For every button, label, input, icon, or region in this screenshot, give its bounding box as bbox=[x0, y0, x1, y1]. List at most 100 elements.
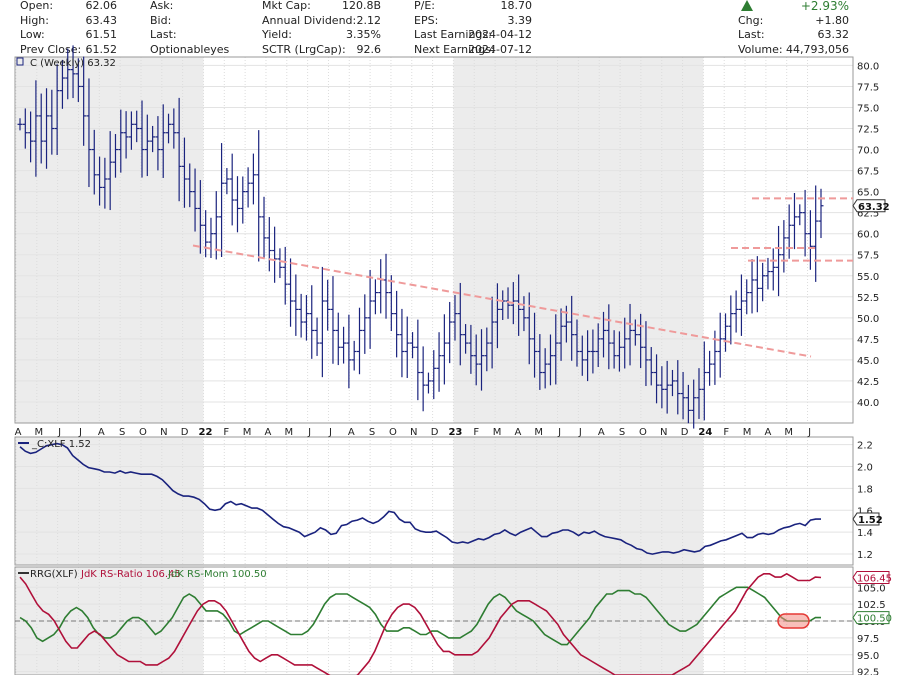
ratio-last-marker bbox=[852, 570, 890, 584]
x-tick-label: F bbox=[723, 427, 729, 438]
ohlc-bar bbox=[187, 163, 193, 208]
change-percent: +2.93% bbox=[800, 0, 849, 13]
ohlc-bar bbox=[123, 111, 129, 159]
ohlc-bar bbox=[749, 259, 755, 314]
x-tick-label: A bbox=[764, 427, 771, 438]
ohlc-bar bbox=[250, 153, 256, 205]
y-tick-label: 75.0 bbox=[857, 103, 879, 114]
ohlc-bar bbox=[606, 304, 612, 370]
y-tick-label: 77.5 bbox=[857, 82, 879, 93]
x-tick-label: M bbox=[534, 427, 543, 438]
up-arrow-icon bbox=[741, 0, 753, 11]
ohlc-bar bbox=[399, 308, 405, 378]
ratio-last-label: 106.45 bbox=[857, 573, 892, 584]
rrg-legend-ratio: JdK RS-Ratio 106.45 bbox=[80, 569, 181, 580]
ohlc-bar bbox=[457, 282, 463, 366]
ohlc-bar bbox=[298, 293, 304, 338]
ask-label: Ask: bbox=[150, 0, 174, 12]
ohlc-bar bbox=[547, 334, 553, 386]
ohlc-bar bbox=[245, 167, 251, 208]
mktcap-value: 120.8B bbox=[341, 0, 381, 12]
ohlc-bar bbox=[166, 113, 172, 144]
ohlc-bar bbox=[813, 185, 819, 282]
ohlc-bar bbox=[622, 317, 628, 369]
momentum-last-marker bbox=[852, 611, 890, 625]
ohlc-bar bbox=[102, 157, 108, 209]
ohlc-bar bbox=[91, 129, 97, 195]
ohlc-bar bbox=[224, 168, 230, 195]
x-tick-label: A bbox=[514, 427, 521, 438]
ohlc-bar bbox=[277, 248, 283, 278]
ohlc-bar bbox=[234, 176, 240, 233]
ohlc-bar bbox=[452, 295, 458, 341]
ohlc-bar bbox=[97, 156, 103, 206]
y-tick-label: 92.5 bbox=[857, 668, 879, 675]
y-tick-label: 65.0 bbox=[857, 188, 879, 199]
ohlc-bar bbox=[728, 295, 734, 345]
x-tick-label: A bbox=[15, 427, 22, 438]
ohlc-bar bbox=[648, 347, 654, 386]
ohlc-bar bbox=[261, 196, 267, 258]
ohlc-bar bbox=[760, 262, 766, 302]
ohlc-bar bbox=[436, 332, 442, 392]
ohlc-bar bbox=[282, 246, 288, 305]
ohlc-bar bbox=[818, 188, 824, 239]
rrg-legend-momentum: JdK RS-Mom 100.50 bbox=[167, 569, 267, 580]
x-tick-label: N bbox=[410, 427, 417, 438]
y-tick-label: 80.0 bbox=[857, 61, 879, 72]
ohlc-bar bbox=[388, 275, 394, 332]
x-tick-label: M bbox=[784, 427, 793, 438]
ohlc-bar bbox=[303, 295, 309, 341]
ohlc-bar bbox=[17, 118, 23, 131]
dividend-label: Annual Dividend: bbox=[262, 13, 357, 27]
y-tick-label: 95.0 bbox=[857, 651, 879, 662]
ohlc-bar bbox=[266, 217, 272, 272]
x-tick-label: D bbox=[431, 427, 439, 438]
price-last-marker bbox=[852, 199, 886, 213]
ohlc-bar bbox=[213, 191, 219, 260]
ohlc-bar bbox=[479, 329, 485, 391]
ohlc-bar bbox=[595, 323, 601, 368]
last-earnings-value: 2024-04-12 bbox=[468, 28, 532, 41]
y-tick-label: 55.0 bbox=[857, 272, 879, 283]
ohlc-bar bbox=[367, 269, 373, 349]
ohlc-bar bbox=[680, 371, 686, 420]
downtrend-line bbox=[192, 244, 812, 358]
ohlc-bar bbox=[192, 168, 198, 232]
x-tick-label: A bbox=[98, 427, 105, 438]
x-tick-label: O bbox=[389, 427, 397, 438]
x-tick-label: J bbox=[807, 427, 811, 438]
x-tick-label: F bbox=[223, 427, 229, 438]
ohlc-bar bbox=[425, 372, 431, 394]
ohlc-bar bbox=[107, 131, 113, 211]
ohlc-bar bbox=[49, 89, 55, 155]
ohlc-bar bbox=[378, 259, 384, 314]
y-tick-label: 40.0 bbox=[857, 398, 879, 409]
ohlc-bar bbox=[75, 58, 81, 102]
open-label: Open: bbox=[20, 0, 54, 12]
low-value: 61.51 bbox=[85, 28, 118, 41]
rs-ratio-line bbox=[19, 572, 822, 675]
ohlc-bar bbox=[86, 78, 92, 188]
ohlc-bar bbox=[441, 314, 447, 385]
ohlc-bar bbox=[160, 104, 166, 178]
ohlc-bar bbox=[723, 313, 729, 352]
y-tick-label: 2.0 bbox=[857, 463, 873, 474]
x-tick-label: J bbox=[78, 427, 82, 438]
x-tick-label: M bbox=[493, 427, 502, 438]
ohlc-bar bbox=[325, 279, 331, 331]
next-earnings-label: Next Earnings: bbox=[414, 42, 495, 56]
ohlc-bar bbox=[791, 193, 797, 250]
price-panel-title: C (Weekly) 63.32 bbox=[30, 58, 116, 69]
y-tick-label: 1.2 bbox=[857, 550, 873, 561]
x-tick-label: D bbox=[181, 427, 189, 438]
ohlc-bar bbox=[293, 274, 299, 336]
ohlc-bar bbox=[526, 292, 532, 365]
ohlc-bar bbox=[627, 303, 633, 366]
prev-close-value: 61.52 bbox=[85, 42, 118, 56]
ohlc-bar bbox=[802, 189, 808, 257]
x-tick-label: 22 bbox=[199, 427, 213, 438]
panel-border bbox=[14, 436, 854, 566]
ohlc-bar bbox=[229, 153, 235, 226]
ohlc-bar bbox=[707, 350, 713, 386]
